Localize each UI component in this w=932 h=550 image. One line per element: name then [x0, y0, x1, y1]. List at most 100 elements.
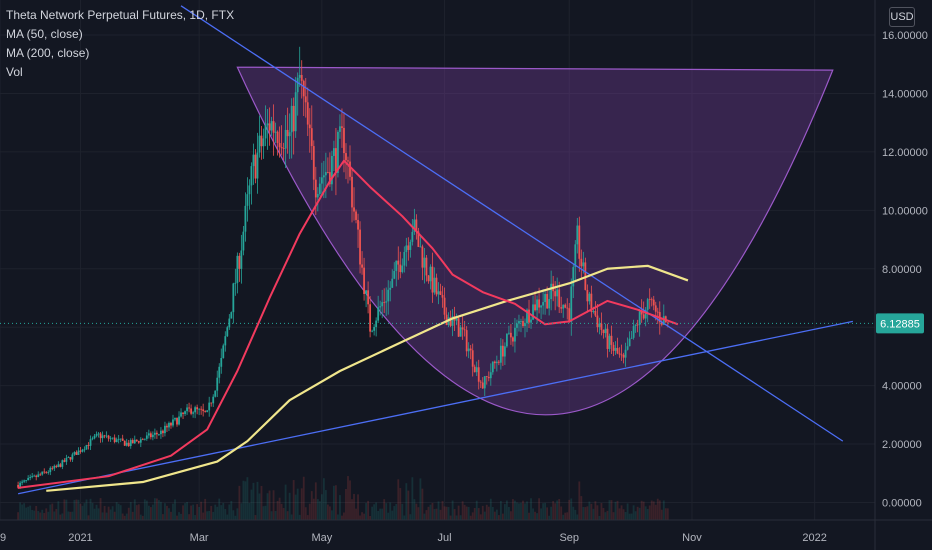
volume-bar [244, 481, 247, 520]
volume-bar [423, 513, 426, 520]
candle-body [202, 409, 205, 412]
volume-bar [268, 490, 271, 520]
candle-body [469, 348, 472, 351]
candle-body [538, 299, 540, 308]
volume-bar [198, 506, 201, 520]
volume-bar [337, 514, 339, 520]
volume-bar [141, 515, 144, 520]
volume-bar [399, 488, 402, 520]
volume-bar [29, 505, 32, 520]
x-tick-label: 9 [0, 532, 6, 544]
volume-bar [395, 503, 398, 520]
volume-bar [654, 504, 657, 520]
last-price-label: 6.12885 [880, 318, 920, 330]
volume-bar [107, 506, 110, 520]
candle-body [226, 327, 229, 337]
volume-bar [461, 501, 464, 520]
candle-body [620, 354, 623, 356]
volume-bar [67, 511, 70, 520]
volume-bar [652, 501, 655, 520]
candle-body [113, 437, 116, 443]
candle-body [401, 265, 404, 273]
volume-bar [562, 514, 565, 520]
candle-body [648, 299, 651, 301]
volume-bar [69, 511, 72, 520]
candle-body [654, 305, 657, 312]
candle-body [190, 408, 192, 414]
candle-body [588, 293, 591, 302]
candle-body [477, 367, 480, 382]
volume-bar [385, 503, 388, 520]
volume-bar [419, 478, 422, 520]
volume-bar [505, 500, 508, 520]
candle-body [564, 304, 567, 308]
legend-ma50[interactable]: MA (50, close) [6, 27, 83, 41]
volume-bar [413, 499, 416, 520]
candle-body [85, 445, 88, 450]
volume-bar [186, 502, 188, 520]
candle-body [385, 301, 388, 303]
candle-body [115, 439, 118, 443]
volume-bar [160, 501, 162, 520]
volume-bar [127, 507, 130, 520]
volume-bar [294, 494, 297, 520]
volume-bar [465, 506, 468, 520]
candle-body [596, 315, 599, 328]
candle-body [300, 75, 303, 81]
legend-ma200[interactable]: MA (200, close) [6, 46, 90, 60]
candle-body [77, 450, 80, 455]
volume-bar [632, 505, 635, 520]
volume-bar [604, 512, 607, 520]
volume-bar [421, 488, 424, 520]
candle-body [626, 346, 629, 350]
volume-bar [582, 507, 585, 520]
volume-bar [650, 500, 653, 520]
candle-body [542, 302, 545, 306]
legend-title[interactable]: Theta Network Perpetual Futures, 1D, FTX [6, 8, 235, 22]
volume-bar [91, 502, 94, 520]
volume-bar [592, 508, 595, 520]
volume-bar [363, 513, 365, 520]
candle-body [35, 475, 38, 478]
candle-body [461, 327, 464, 330]
volume-bar [626, 503, 629, 520]
candle-body [642, 314, 645, 319]
volume-bar [39, 512, 42, 520]
volume-bar [387, 512, 390, 520]
volume-bar [89, 498, 92, 520]
volume-bar [232, 510, 235, 520]
currency-button[interactable]: USD [889, 7, 915, 27]
candle-body [586, 289, 589, 302]
candle-body [162, 430, 164, 434]
candle-body [405, 245, 408, 253]
volume-bar [634, 511, 637, 520]
volume-bar [280, 503, 283, 520]
cup-shape [236, 66, 834, 416]
candle-body [540, 305, 542, 308]
candle-body [314, 179, 317, 198]
candle-body [497, 361, 500, 363]
candle-body [590, 293, 593, 312]
volume-bar [574, 509, 577, 520]
volume-bar [403, 515, 406, 520]
volume-bar [503, 504, 506, 520]
volume-bar [286, 511, 289, 520]
legend-vol[interactable]: Vol [6, 65, 23, 79]
candle-body [101, 435, 104, 439]
candle-body [125, 442, 128, 446]
candle-body [628, 338, 631, 347]
candle-body [546, 294, 549, 309]
candlesticks [17, 46, 669, 489]
volume-bar [45, 508, 48, 520]
volume-bar [433, 509, 436, 520]
volume-bar [640, 500, 643, 520]
volume-bar [333, 485, 335, 520]
volume-bar [228, 504, 231, 520]
volume-bar [508, 506, 510, 520]
candle-body [83, 449, 86, 451]
candle-body [524, 323, 526, 327]
candle-body [95, 434, 98, 436]
volume-bar [367, 500, 370, 520]
volume-bar [33, 510, 36, 520]
